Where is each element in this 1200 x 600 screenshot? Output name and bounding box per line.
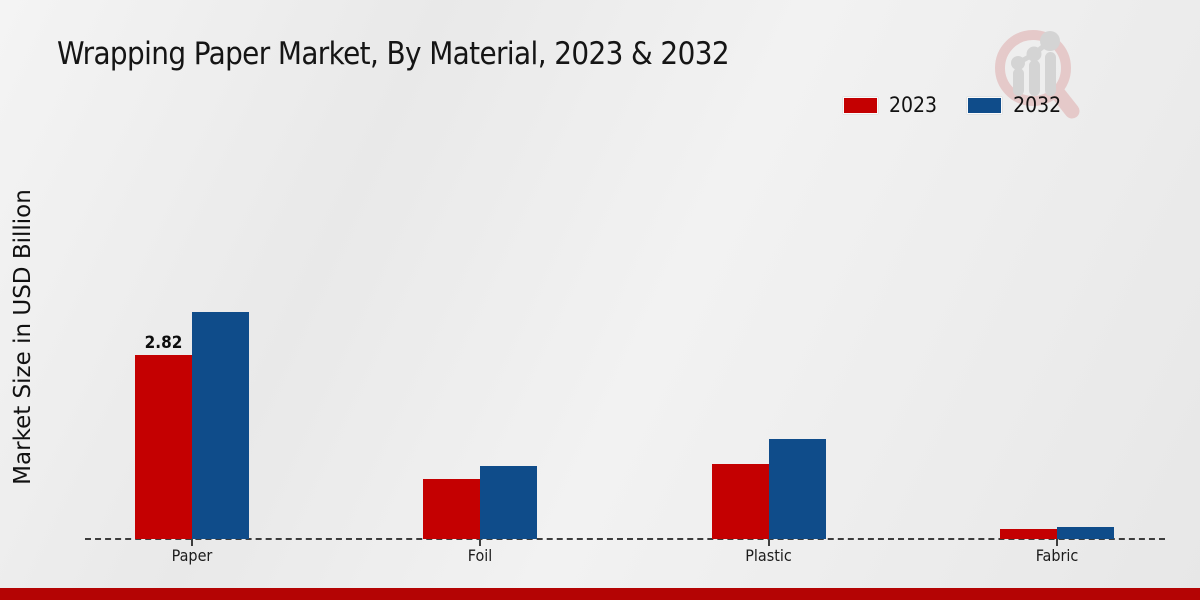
- chart-title: Wrapping Paper Market, By Material, 2023…: [57, 36, 730, 72]
- bar-2023-plastic: [711, 464, 769, 539]
- bar-2023-fabric: [1000, 529, 1057, 539]
- legend-item-2023: 2023: [843, 93, 937, 117]
- bar-2032-foil: [480, 466, 537, 539]
- category-label-plastic: Plastic: [745, 546, 792, 565]
- x-axis-tick: [479, 539, 481, 546]
- category-label-fabric: Fabric: [1035, 546, 1079, 565]
- legend-label-2032: 2032: [1013, 93, 1062, 117]
- bar-2032-plastic: [768, 439, 826, 539]
- x-axis-baseline: [85, 538, 1165, 540]
- bar-2032-fabric: [1057, 527, 1114, 539]
- legend-item-2032: 2032: [967, 93, 1061, 117]
- category-label-foil: Foil: [467, 546, 493, 565]
- legend-label-2023: 2023: [889, 93, 938, 117]
- bar-2023-paper: [135, 355, 192, 539]
- legend-swatch-2023: [843, 96, 878, 114]
- bar-2032-paper: [192, 312, 249, 539]
- x-axis-tick: [1056, 539, 1058, 546]
- category-label-paper: Paper: [171, 546, 213, 565]
- legend: 2023 2032: [843, 93, 1061, 117]
- magnifier-chart-logo-icon: [988, 22, 1084, 127]
- x-axis-tick: [767, 539, 770, 546]
- footer-accent-strip: [0, 588, 1200, 600]
- x-axis-tick: [191, 539, 193, 546]
- legend-swatch-2032: [967, 96, 1003, 114]
- bar-2023-foil: [423, 479, 480, 539]
- bar-value-label: 2.82: [144, 333, 183, 353]
